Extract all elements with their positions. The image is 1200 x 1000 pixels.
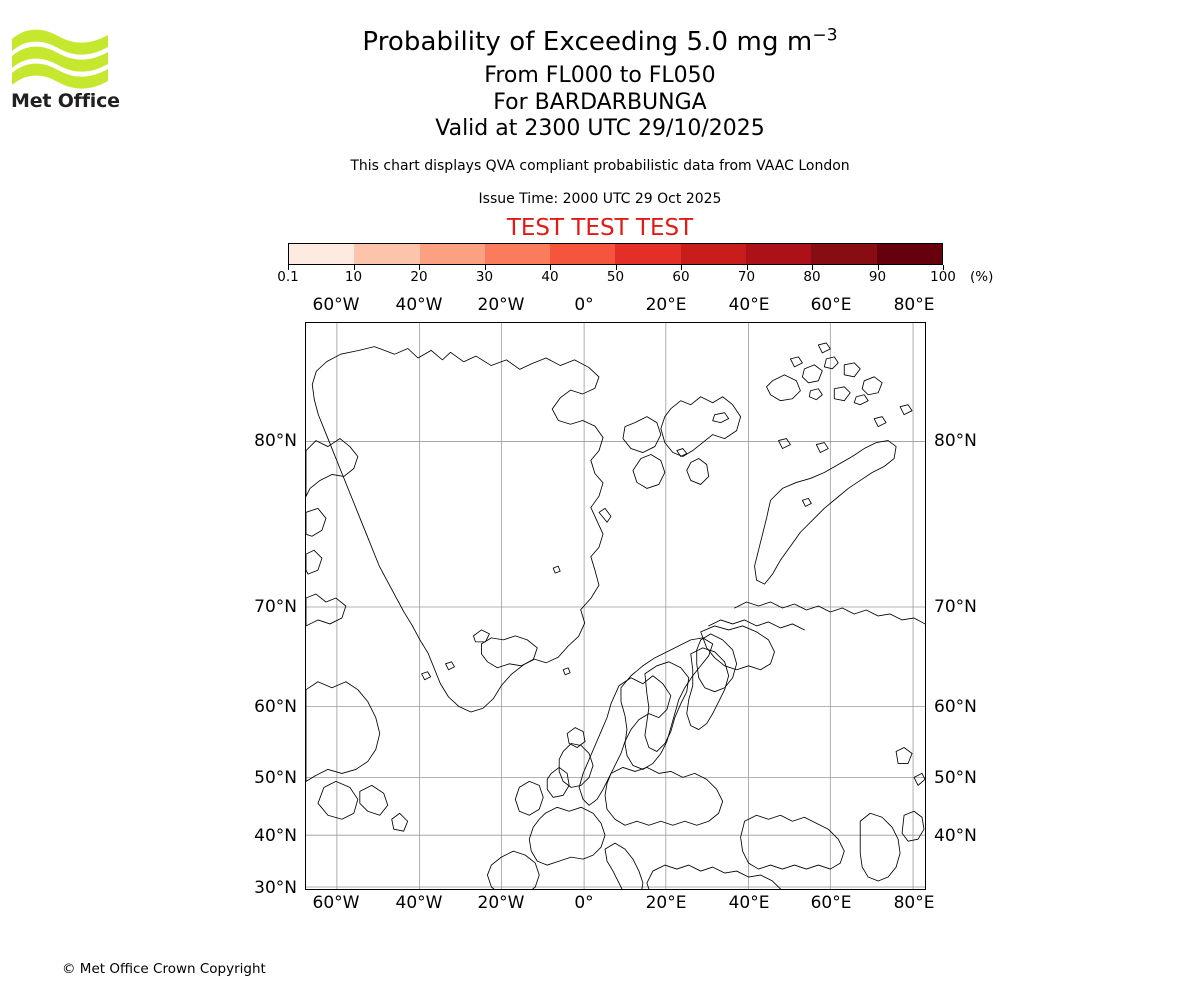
met-office-logo-text: Met Office bbox=[11, 90, 120, 112]
colorbar-tick-7 bbox=[746, 265, 748, 270]
page-title-text: Probability of Exceeding 5.0 mg m bbox=[362, 27, 813, 57]
colorbar-gradient bbox=[288, 243, 943, 265]
issue-time-label: Issue Time: 2000 UTC 29 Oct 2025 bbox=[478, 191, 722, 207]
colorbar-tick-0 bbox=[288, 265, 289, 270]
colorbar-tick-label-100: 100 bbox=[930, 269, 956, 285]
lon-label-top-40°E: 40°E bbox=[728, 295, 770, 315]
colorbar-tick-4 bbox=[550, 265, 551, 270]
colorbar-segment-1 bbox=[354, 244, 420, 264]
colorbar-tick-labels: 0.1 10 20 30 40 50 60 70 80 90 100 bbox=[277, 269, 956, 287]
colorbar-tick-9 bbox=[877, 265, 879, 270]
lat-label-left-50°N: 50°N bbox=[254, 768, 297, 788]
volcano-subtitle: For BARDARBUNGA bbox=[493, 90, 707, 115]
met-office-logo bbox=[10, 25, 112, 113]
colorbar-segment-3 bbox=[484, 244, 551, 264]
colorbar-unit-label: (%) bbox=[970, 269, 994, 285]
colorbar-tick-label-40: 40 bbox=[541, 269, 559, 285]
lon-label-top-20°E: 20°E bbox=[645, 295, 687, 315]
lat-label-left-80°N: 80°N bbox=[254, 431, 297, 451]
lon-label-top-60°E: 60°E bbox=[810, 295, 852, 315]
colorbar-tick-label-90: 90 bbox=[868, 269, 887, 285]
valid-time-subtitle: Valid at 2300 UTC 29/10/2025 bbox=[435, 116, 765, 141]
colorbar-tick-3 bbox=[484, 265, 486, 270]
lon-label-bottom-60°E: 60°E bbox=[810, 893, 852, 913]
lat-label-right-80°N: 80°N bbox=[934, 431, 977, 451]
map-plot-area[interactable] bbox=[305, 322, 926, 890]
colorbar-segment-9 bbox=[876, 244, 942, 264]
lat-label-left-40°N: 40°N bbox=[254, 826, 297, 846]
colorbar-tick-6 bbox=[681, 265, 682, 270]
probability-colorbar bbox=[288, 243, 943, 265]
map-coastlines bbox=[306, 342, 925, 889]
colorbar-tick-label-80: 80 bbox=[803, 269, 821, 285]
colorbar-tick-1 bbox=[353, 265, 355, 270]
lat-label-left-60°N: 60°N bbox=[254, 697, 297, 717]
lat-label-right-40°N: 40°N bbox=[934, 826, 977, 846]
lon-label-bottom-60°W: 60°W bbox=[312, 893, 360, 913]
lat-label-right-60°N: 60°N bbox=[934, 697, 977, 717]
copyright-notice: © Met Office Crown Copyright bbox=[62, 961, 266, 977]
lat-label-right-50°N: 50°N bbox=[934, 768, 977, 788]
colorbar-segment-4 bbox=[550, 244, 616, 264]
colorbar-tick-5 bbox=[615, 265, 617, 270]
colorbar-tick-label-0.1: 0.1 bbox=[277, 269, 299, 285]
lon-label-top-20°W: 20°W bbox=[477, 295, 525, 315]
colorbar-segment-2 bbox=[419, 244, 485, 264]
lon-label-top-0°: 0° bbox=[574, 295, 594, 315]
colorbar-tick-label-50: 50 bbox=[606, 269, 625, 285]
colorbar-tick-label-20: 20 bbox=[410, 269, 428, 285]
colorbar-segment-6 bbox=[680, 244, 747, 264]
map-canvas bbox=[306, 323, 925, 889]
flight-level-subtitle: From FL000 to FL050 bbox=[484, 63, 716, 88]
colorbar-tick-label-30: 30 bbox=[475, 269, 494, 285]
colorbar-segment-8 bbox=[811, 244, 877, 264]
colorbar-segment-5 bbox=[615, 244, 681, 264]
colorbar-tick-label-70: 70 bbox=[737, 269, 756, 285]
lat-label-right-70°N: 70°N bbox=[934, 597, 977, 617]
lon-label-bottom-40°W: 40°W bbox=[395, 893, 443, 913]
lon-label-bottom-0°: 0° bbox=[574, 893, 594, 913]
lon-label-top-40°W: 40°W bbox=[395, 295, 443, 315]
colorbar-tick-10 bbox=[943, 265, 944, 270]
colorbar-segment-7 bbox=[746, 244, 812, 264]
lon-label-top-60°W: 60°W bbox=[312, 295, 360, 315]
colorbar-tick-2 bbox=[419, 265, 420, 270]
lat-label-left-70°N: 70°N bbox=[254, 597, 297, 617]
lon-label-bottom-40°E: 40°E bbox=[728, 893, 770, 913]
colorbar-segment-0 bbox=[289, 244, 355, 264]
qva-description: This chart displays QVA compliant probab… bbox=[350, 158, 850, 174]
colorbar-ticks bbox=[288, 265, 944, 271]
lon-label-bottom-20°E: 20°E bbox=[645, 893, 687, 913]
lon-label-top-80°E: 80°E bbox=[893, 295, 935, 315]
colorbar-tick-label-10: 10 bbox=[344, 269, 363, 285]
page-title-superscript: −3 bbox=[812, 25, 838, 46]
map-gridlines bbox=[306, 323, 925, 889]
lat-label-left-30°N: 30°N bbox=[254, 878, 297, 898]
lon-label-bottom-80°E: 80°E bbox=[893, 893, 935, 913]
colorbar-tick-8 bbox=[812, 265, 813, 270]
test-banner: TEST TEST TEST bbox=[506, 215, 694, 241]
page-title: Probability of Exceeding 5.0 mg m−3 bbox=[0, 26, 1200, 58]
lon-label-bottom-20°W: 20°W bbox=[477, 893, 525, 913]
colorbar-tick-label-60: 60 bbox=[672, 269, 690, 285]
